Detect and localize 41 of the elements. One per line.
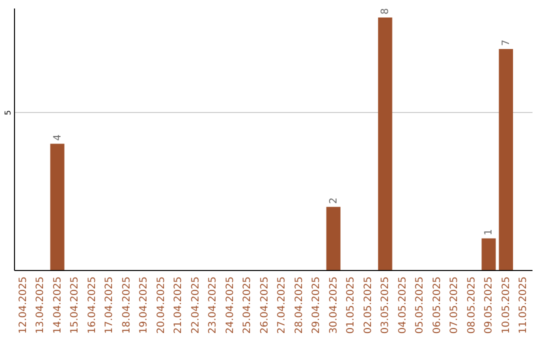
bar (378, 17, 392, 270)
x-tick-label: 20.04.2025 (156, 276, 167, 334)
x-tick-label: 12.04.2025 (18, 276, 29, 334)
x-tick-label: 24.04.2025 (224, 276, 236, 334)
x-tick-label: 05.05.2025 (414, 276, 426, 334)
x-tick-label: 22.04.2025 (190, 276, 202, 334)
x-tick-label: 27.04.2025 (276, 276, 288, 334)
x-tick-label: 10.05.2025 (500, 276, 512, 334)
x-tick-label: 07.05.2025 (449, 276, 460, 334)
data-label: 7 (500, 40, 512, 46)
x-tick-label: 25.04.2025 (242, 276, 254, 334)
data-label: 2 (328, 197, 340, 204)
x-tick-label: 15.04.2025 (70, 276, 81, 334)
x-tick-label: 23.04.2025 (208, 276, 219, 334)
data-label: 8 (380, 8, 392, 14)
x-tick-label: 18.04.2025 (121, 276, 132, 334)
x-tick-label: 01.05.2025 (346, 276, 357, 334)
x-tick-label: 26.04.2025 (259, 276, 270, 334)
x-tick-label: 16.04.2025 (86, 276, 98, 334)
bar (326, 206, 340, 270)
y-tick-label: 5 (4, 110, 12, 116)
x-tick-label: 29.04.2025 (311, 276, 322, 334)
x-tick-label: 03.05.2025 (380, 276, 392, 334)
x-tick-label: 06.05.2025 (432, 276, 443, 334)
bar (482, 238, 496, 270)
x-tick-label: 13.04.2025 (35, 276, 46, 334)
x-tick-label: 30.04.2025 (328, 276, 340, 334)
x-tick-label: 09.05.2025 (484, 276, 495, 334)
x-tick-label: 28.04.2025 (294, 276, 305, 334)
x-tick-label: 02.05.2025 (362, 276, 374, 334)
bar (50, 144, 64, 270)
x-tick-label: 08.05.2025 (466, 276, 478, 334)
x-tick-label: 19.04.2025 (138, 276, 150, 334)
x-tick-label: 17.04.2025 (104, 276, 116, 334)
data-label: 1 (484, 229, 495, 236)
bar (498, 49, 514, 270)
x-tick-label: 04.05.2025 (397, 276, 408, 334)
x-tick-label: 11.05.2025 (518, 276, 530, 334)
x-tick-label: 21.04.2025 (173, 276, 184, 334)
data-label: 4 (52, 134, 64, 141)
x-tick-label: 14.04.2025 (52, 276, 64, 334)
